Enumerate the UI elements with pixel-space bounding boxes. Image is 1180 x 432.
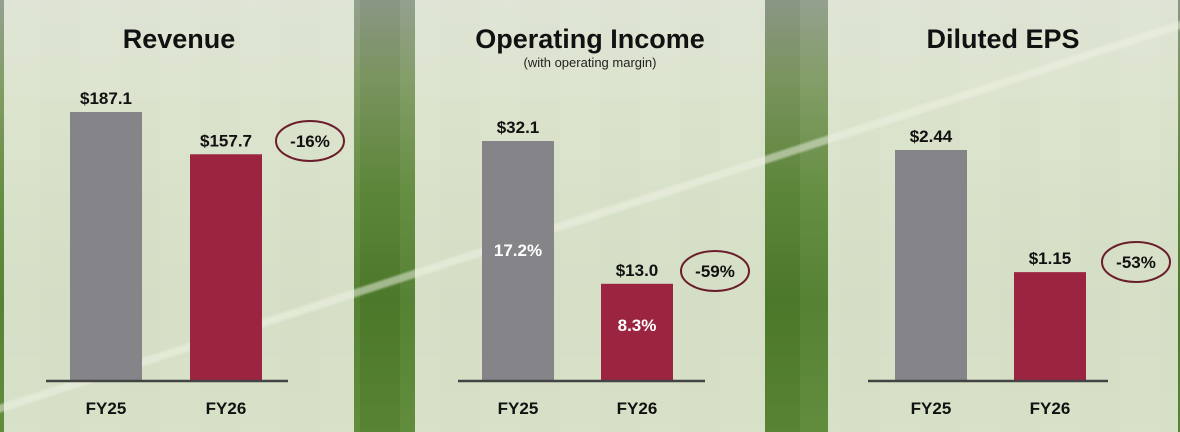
bar-fy25 (70, 112, 142, 381)
change-oval (275, 120, 345, 162)
revenue-title: Revenue (122, 24, 236, 54)
operating-income-chart: $32.1 FY25 17.2% $13.0 FY26 8.3% -59% (458, 118, 750, 418)
value-label-fy25: $187.1 (80, 89, 132, 108)
category-label-fy25: FY25 (911, 399, 952, 418)
change-label: -59% (695, 262, 735, 281)
category-label-fy26: FY26 (206, 399, 247, 418)
bar-fy25 (895, 150, 967, 381)
operating-income-subtitle: (with operating margin) (523, 55, 657, 70)
value-label-fy26: $13.0 (616, 261, 659, 280)
change-label: -16% (290, 132, 330, 151)
category-label-fy25: FY25 (498, 399, 539, 418)
bar-fy26 (1014, 272, 1086, 381)
diluted-eps-title: Diluted EPS (926, 24, 1080, 54)
margin-label-fy26: 8.3% (618, 316, 657, 335)
change-oval (1101, 241, 1171, 283)
category-label-fy26: FY26 (617, 399, 658, 418)
change-oval (680, 250, 750, 292)
bar-fy26 (190, 154, 262, 381)
change-label: -53% (1116, 253, 1156, 272)
bar-fy26 (601, 283, 673, 381)
operating-income-panel: Operating Income (with operating margin)… (415, 0, 765, 432)
value-label-fy25: $32.1 (497, 118, 540, 137)
revenue-panel: Revenue $187.1 FY25 $157.7 FY26 -16% (4, 0, 354, 432)
operating-income-title: Operating Income (475, 24, 705, 54)
diluted-eps-chart: $2.44 FY25 $1.15 FY26 -53% (868, 127, 1171, 418)
revenue-chart: $187.1 FY25 $157.7 FY26 -16% (46, 89, 345, 418)
value-label-fy26: $157.7 (200, 131, 252, 150)
bar-fy25 (482, 141, 554, 381)
diluted-eps-panel: Diluted EPS $2.44 FY25 $1.15 FY26 -53% (828, 0, 1178, 432)
margin-label-fy25: 17.2% (494, 241, 542, 260)
value-label-fy25: $2.44 (910, 127, 953, 146)
value-label-fy26: $1.15 (1029, 249, 1072, 268)
category-label-fy25: FY25 (86, 399, 127, 418)
category-label-fy26: FY26 (1030, 399, 1071, 418)
